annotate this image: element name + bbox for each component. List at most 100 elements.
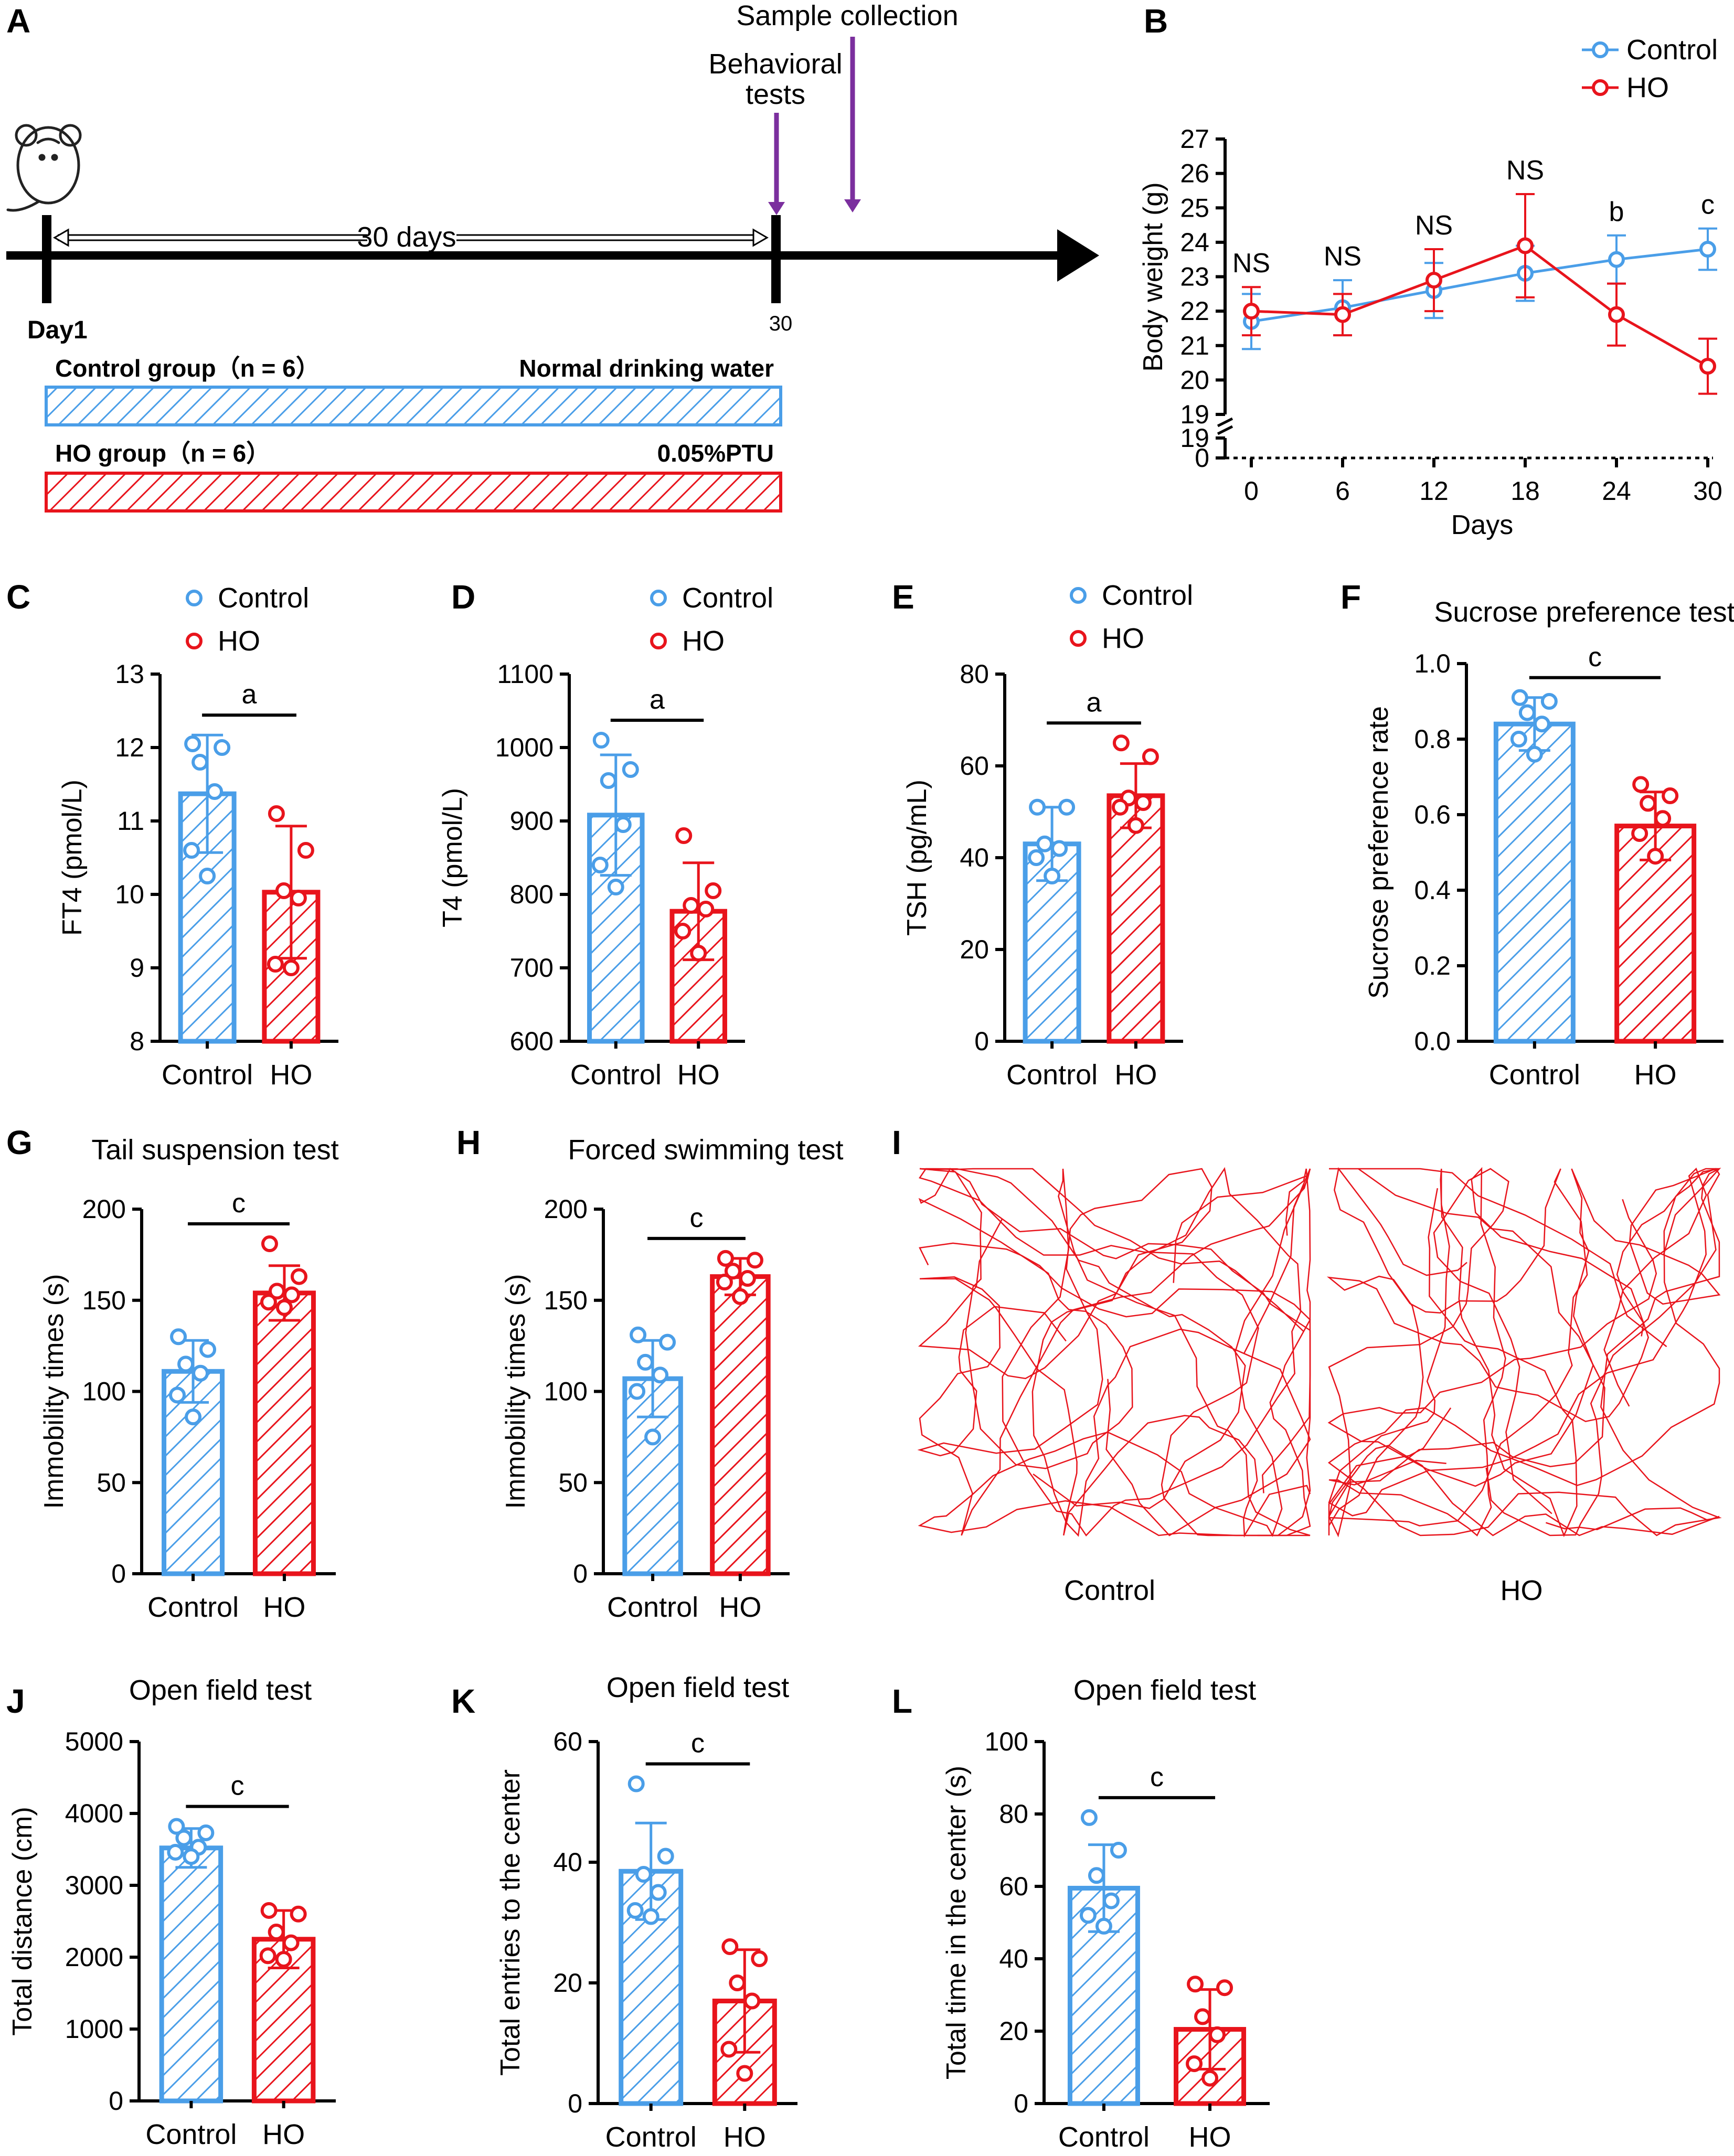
data-point-ho [1216, 1979, 1233, 1997]
data-point-control [1044, 868, 1061, 884]
x-category-label: HO [1189, 2121, 1231, 2153]
y-tick-label: 800 [510, 880, 554, 909]
open-field-ho-track [1326, 1167, 1722, 1538]
x-category-label: HO [262, 2119, 305, 2150]
y-tick-label: 200 [82, 1194, 126, 1224]
y-tick-label: 80 [999, 1799, 1028, 1829]
data-point-ho [1186, 2055, 1203, 2073]
y-tick-label: 24 [1180, 228, 1209, 257]
data-point-control [1102, 1892, 1120, 1909]
panel-letter-c: C [6, 578, 30, 616]
panel-c-bar-chart: C 8 9 10 11 12 13 FT4 (pmol/L) Control HO a Control… [6, 578, 338, 1091]
significance-label: c [231, 1771, 244, 1801]
y-tick-label: 5000 [65, 1727, 123, 1756]
y-tick-label: 27 [1180, 124, 1209, 154]
data-point-ho [1142, 748, 1159, 765]
data-point-ho [1631, 825, 1648, 842]
y-tick-label: 19 [1180, 400, 1209, 429]
data-point-control [629, 1383, 646, 1400]
legend-marker-ho [1070, 630, 1087, 647]
data-point-control [622, 761, 639, 778]
significance-label: c [1150, 1762, 1164, 1792]
day-start-label: Day1 [27, 316, 88, 344]
timeline-arrowhead [1057, 229, 1099, 282]
y-tick-label: 0 [568, 2089, 582, 2118]
data-point-ho [751, 1950, 768, 1967]
y-tick-label: 50 [97, 1468, 126, 1497]
significance-label: c [1588, 642, 1602, 673]
data-point-control [1110, 1842, 1127, 1859]
x-category-label: HO [1114, 1059, 1157, 1091]
data-point-control [167, 1843, 184, 1861]
panel-h-bar-chart: H Forced swimming test 0 50 100 150 200 Immobil… [456, 1124, 844, 1623]
x-tick-label: 30 [1693, 476, 1722, 506]
y-axis-label: Immobility times (s) [39, 1274, 69, 1509]
data-point-control [1051, 840, 1068, 857]
y-tick-label: 700 [510, 953, 554, 983]
data-point-ho [275, 1299, 293, 1316]
chart-title: Forced swimming test [568, 1134, 843, 1166]
x-tick-label: 0 [1244, 476, 1259, 506]
data-point-ho [1647, 848, 1664, 865]
legend-marker-ho [650, 633, 667, 649]
data-point-ho [1111, 798, 1129, 816]
panel-letter-k: K [451, 1682, 475, 1720]
timeline-tick-end [771, 215, 781, 303]
y-tick-label: 8 [130, 1027, 144, 1056]
legend-marker-control [650, 590, 667, 606]
y-tick-label: 60 [960, 751, 989, 781]
data-point-control [1088, 1867, 1105, 1884]
y-tick-label: 0.0 [1414, 1027, 1451, 1056]
y-tick-label: 150 [82, 1286, 126, 1315]
ho-group-bar [45, 472, 782, 513]
data-point-control [1079, 1907, 1097, 1924]
data-point-control [197, 1824, 215, 1841]
data-point-control [1518, 704, 1536, 721]
y-tick-label: 150 [544, 1286, 588, 1315]
legend-label: Control [682, 582, 773, 614]
data-point-control [185, 1408, 202, 1426]
x-category-label: HO [263, 1592, 305, 1623]
y-tick-label: 21 [1180, 331, 1209, 360]
bar-control [1493, 721, 1576, 1044]
panel-k-bar-chart: K Open field test 0 20 40 60 Total entries to … [451, 1672, 797, 2153]
y-tick-label: 20 [960, 935, 989, 964]
data-point-control [199, 868, 216, 884]
panel-l-bar-chart: L Open field test 0 20 40 60 80 100 Total time i… [892, 1674, 1270, 2153]
x-category-label: Control [1489, 1059, 1580, 1091]
data-point-control [1028, 849, 1045, 866]
y-tick-label: 0 [573, 1559, 588, 1588]
data-point-ho [1632, 776, 1650, 793]
open-field-ho-arena [1325, 1165, 1724, 1540]
x-tick-label: 18 [1510, 476, 1540, 506]
data-point-control [1095, 1917, 1112, 1935]
data-point-control [644, 1428, 662, 1446]
series-line-ho [1251, 244, 1709, 368]
y-axis-label: Total distance (cm) [7, 1807, 38, 2035]
data-point-ho [290, 1268, 307, 1285]
data-point-ho [683, 897, 700, 914]
data-point-ho [268, 1924, 285, 1941]
data-point-ho [717, 1250, 734, 1267]
legend-label: HO [682, 625, 725, 657]
significance-label: c [691, 1728, 705, 1759]
data-point-control [1699, 241, 1716, 258]
data-point-control [637, 1353, 654, 1371]
y-tick-label: 1000 [65, 2014, 123, 2044]
panel-letter-j: J [6, 1682, 25, 1720]
data-point-control [630, 1326, 647, 1343]
y-tick-label: 0 [109, 2086, 123, 2116]
data-point-control [1036, 835, 1054, 852]
data-point-control [652, 1367, 669, 1384]
panel-letter-g: G [6, 1124, 33, 1161]
data-point-control [1511, 689, 1528, 706]
y-tick-label: 0.6 [1414, 800, 1451, 829]
bar-control [159, 1845, 224, 2104]
data-point-ho [261, 1235, 278, 1253]
data-point-ho [1334, 306, 1351, 323]
y-tick-label: 60 [553, 1727, 582, 1756]
data-point-control [206, 783, 224, 800]
